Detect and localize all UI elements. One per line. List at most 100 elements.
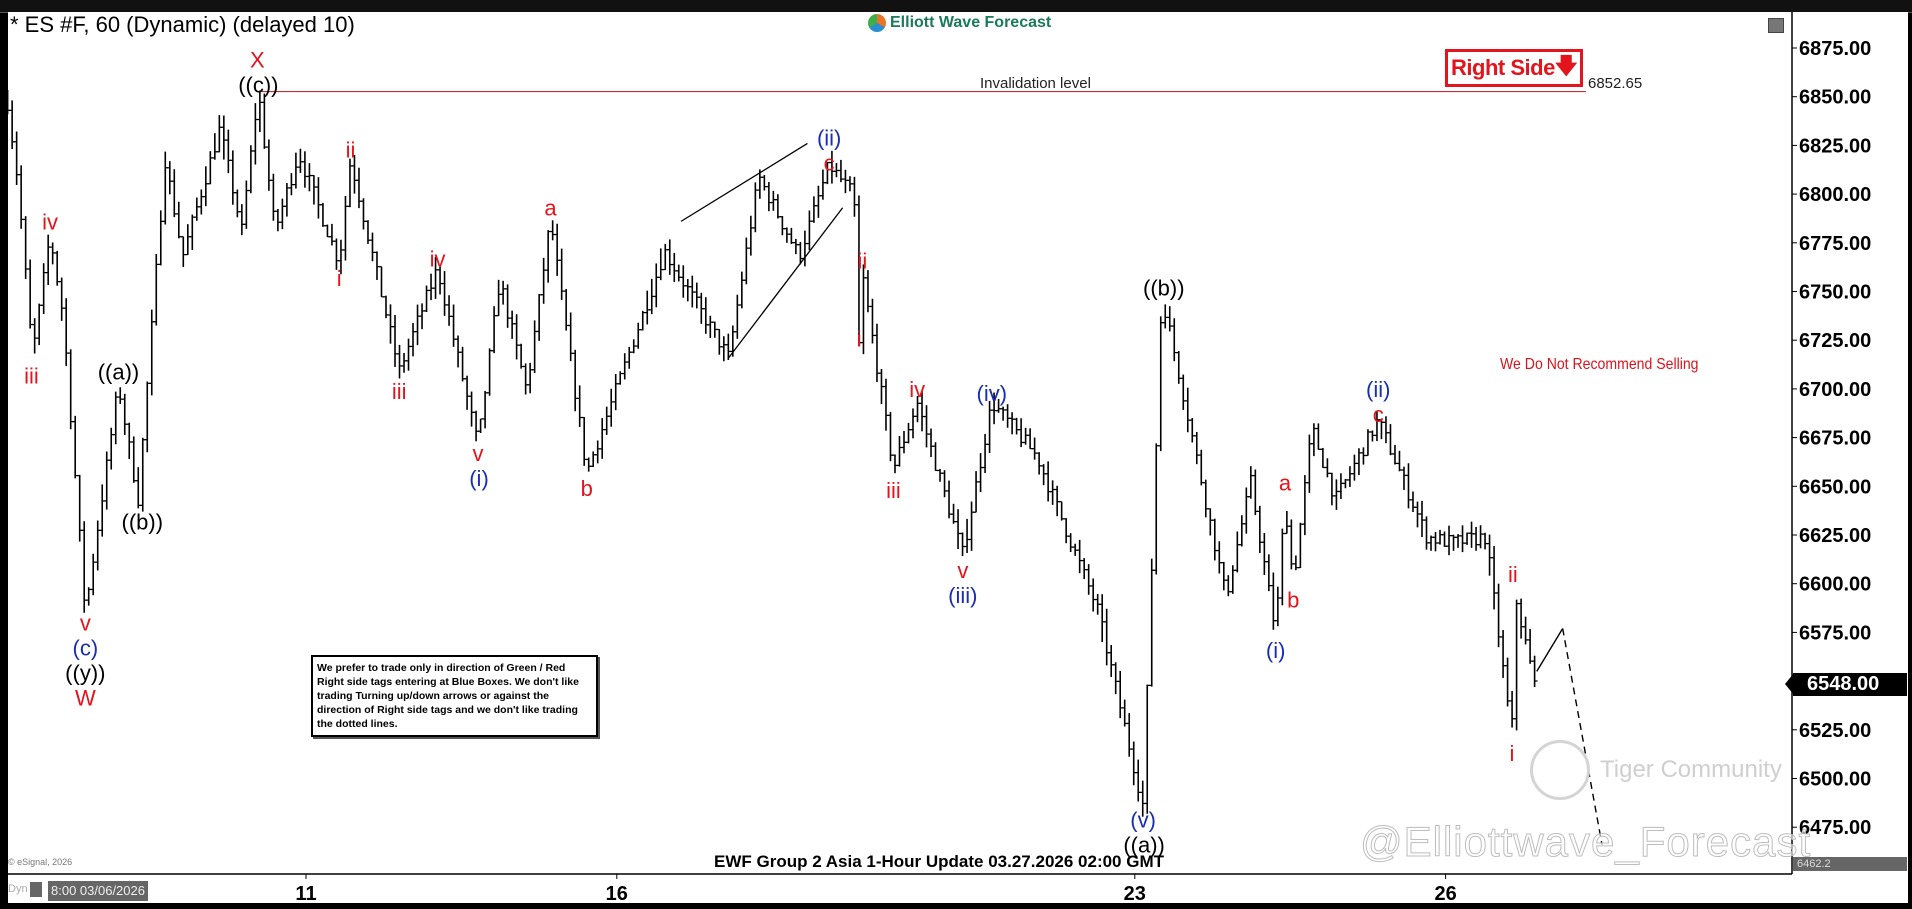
wave-label: v	[80, 611, 91, 636]
window-restore-button[interactable]	[1768, 18, 1784, 33]
price-bar	[13, 131, 20, 185]
price-bar	[67, 349, 74, 430]
price-bar	[464, 375, 471, 410]
price-bar	[225, 129, 232, 174]
price-bar	[369, 232, 376, 262]
price-bar	[774, 194, 781, 219]
price-bar	[45, 234, 52, 285]
price-bar	[207, 151, 214, 185]
wave-label: b	[581, 476, 593, 501]
price-bar	[653, 263, 660, 308]
price-bar	[1437, 529, 1444, 545]
wave-label: (ii)	[817, 126, 841, 151]
wave-label: v	[472, 441, 483, 466]
chart-title: * ES #F, 60 (Dynamic) (delayed 10)	[10, 12, 355, 37]
price-bar	[175, 201, 182, 239]
price-bar	[135, 467, 142, 509]
price-bar	[540, 257, 547, 304]
price-bar	[1400, 466, 1407, 491]
price-bar	[1153, 443, 1160, 575]
price-bar	[563, 288, 570, 331]
price-bar	[1243, 487, 1250, 534]
down-arrow-icon: 🡇	[1554, 53, 1578, 78]
axes: 6875.00 6850.00 6825.00 6800.00 6775.00 6750.…	[8, 12, 1871, 905]
price-bar	[1234, 531, 1241, 573]
price-bar	[680, 265, 687, 298]
price-bar	[27, 259, 34, 329]
price-bar	[1486, 534, 1493, 576]
price-bar	[193, 197, 200, 221]
price-bar	[671, 252, 678, 282]
price-bar	[31, 318, 38, 354]
wave-label: (i)	[469, 466, 489, 491]
price-bar	[1085, 564, 1092, 595]
price-bar	[1126, 713, 1133, 757]
price-bars	[4, 89, 1538, 817]
price-tick-label: 6575.00	[1799, 622, 1871, 644]
invalidation-value: 6852.65	[1588, 75, 1643, 92]
price-bar	[1099, 594, 1106, 643]
price-bar	[121, 393, 128, 436]
price-bar	[180, 236, 187, 268]
price-bar	[166, 161, 173, 195]
price-bar	[274, 209, 281, 232]
wave-label: i	[337, 266, 342, 291]
price-bar	[1491, 546, 1498, 610]
price-bar	[450, 304, 457, 347]
price-bar	[1081, 558, 1088, 580]
price-bar	[684, 279, 691, 302]
price-bar	[90, 553, 97, 596]
price-tick-label: 6500.00	[1799, 769, 1871, 791]
wave-label: iv	[430, 246, 446, 271]
price-bar	[1297, 522, 1304, 569]
price-bar	[1108, 645, 1115, 677]
wave-label: a	[544, 196, 557, 221]
price-bar	[1180, 374, 1187, 410]
price-bar	[1333, 479, 1340, 510]
price-bar	[923, 405, 930, 448]
price-tick-label: 6675.00	[1799, 428, 1871, 450]
price-bar	[1279, 528, 1286, 606]
price-bar	[869, 298, 876, 344]
price-bar	[1238, 515, 1245, 547]
price-bar	[81, 521, 88, 613]
price-bar	[243, 180, 250, 229]
price-bar	[910, 408, 917, 439]
price-bar	[1189, 418, 1196, 443]
price-bar	[455, 335, 462, 368]
price-bar	[581, 416, 588, 466]
price-tick-label: 6600.00	[1799, 574, 1871, 596]
price-bar	[396, 344, 403, 379]
trading-notice: We prefer to trade only in direction of …	[311, 655, 598, 737]
price-bar	[851, 176, 858, 217]
price-bar	[770, 190, 777, 211]
wave-label: i	[857, 326, 862, 351]
price-bar	[1319, 447, 1326, 469]
price-bar	[126, 422, 133, 460]
price-bar	[842, 169, 849, 194]
price-bar	[1220, 561, 1227, 591]
price-bar	[216, 115, 223, 153]
price-bar	[1432, 531, 1439, 552]
price-bar	[662, 243, 669, 271]
wave-label: i	[1509, 741, 1514, 766]
price-bar	[572, 349, 579, 412]
price-bar	[1202, 479, 1209, 518]
update-footer: EWF Group 2 Asia 1-Hour Update 03.27.202…	[714, 852, 1165, 871]
price-bar	[1090, 578, 1097, 612]
price-bar	[310, 174, 317, 205]
price-bar	[423, 285, 430, 313]
wave-label: ((y))	[65, 661, 105, 686]
price-bar	[1500, 630, 1507, 678]
price-bar	[1531, 655, 1538, 688]
price-bar	[387, 304, 394, 344]
price-bar	[1387, 424, 1394, 456]
price-bar	[76, 474, 83, 542]
price-bar	[1184, 387, 1191, 433]
lock-icon[interactable]	[30, 882, 42, 897]
time-tick-label: 26	[1434, 883, 1456, 905]
price-bar	[324, 224, 331, 238]
last-price-pointer	[1785, 673, 1794, 695]
price-bar	[468, 391, 475, 427]
